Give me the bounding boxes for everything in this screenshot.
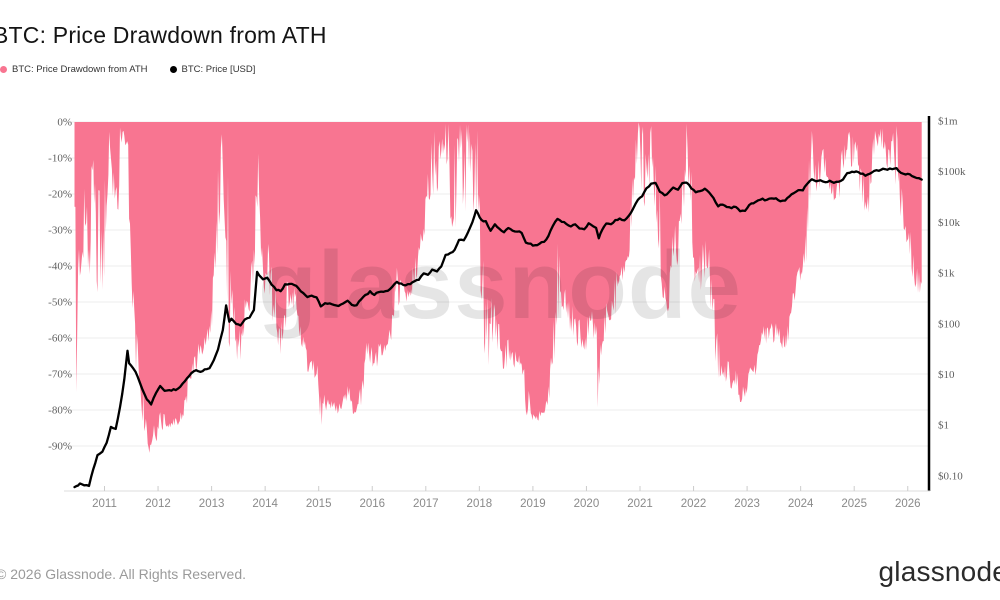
page-title: BTC: Price Drawdown from ATH [0,22,327,48]
x-axis-year-label: 2019 [520,498,546,510]
x-axis-year-label: 2012 [145,498,171,510]
x-axis-year-label: 2021 [627,498,653,510]
left-axis-tick-label: -80% [48,405,72,417]
drawdown-legend-dot-icon [0,66,7,73]
chart-legend: BTC: Price Drawdown from ATH BTC: Price … [0,64,255,75]
x-axis-year-label: 2022 [681,498,707,510]
x-axis-year-label: 2020 [574,498,600,510]
left-axis-tick-label: -20% [48,189,72,201]
right-axis-tick-label: $1k [938,268,955,280]
x-axis-year-label: 2017 [413,498,439,510]
x-axis-year-label: 2025 [841,498,867,510]
left-axis-tick-label: 0% [57,117,72,129]
left-axis-tick-label: -70% [48,369,72,381]
legend-label-price: BTC: Price [USD] [181,64,256,75]
x-axis-year-label: 2026 [895,498,921,510]
legend-label-drawdown: BTC: Price Drawdown from ATH [12,64,148,75]
left-axis-tick-label: -60% [48,333,72,345]
legend-item-drawdown[interactable]: BTC: Price Drawdown from ATH [0,64,148,75]
glassnode-logo: glassnode [878,556,1000,587]
left-axis-tick-label: -40% [48,261,72,273]
left-axis-tick-label: -90% [48,441,72,453]
price-line-series [73,166,923,489]
left-axis-tick-label: -10% [48,153,72,165]
right-axis-tick-label: $1m [938,116,958,128]
x-axis-year-label: 2024 [788,498,814,510]
left-axis-tick-label: -30% [48,225,72,237]
x-axis-year-label: 2014 [252,498,278,510]
price-legend-dot-icon [169,66,177,73]
legend-item-price[interactable]: BTC: Price [USD] [169,64,256,75]
right-axis-tick-label: $10 [938,369,955,381]
x-axis-year-label: 2023 [734,498,760,510]
right-axis-tick-label: $10k [938,217,961,229]
copyright-text: © 2026 Glassnode. All Rights Reserved. [0,566,247,582]
x-axis-year-label: 2018 [467,498,493,510]
drawdown-area-series [74,122,922,453]
x-axis-year-label: 2016 [359,498,385,510]
right-axis-tick-label: $0.10 [938,470,963,482]
x-axis-year-label: 2013 [199,498,225,510]
x-axis-year-label: 2015 [306,498,332,510]
right-axis-tick-label: $100k [938,166,966,178]
left-axis-tick-label: -50% [48,297,72,309]
right-axis-tick-label: $100 [938,318,961,330]
right-axis-tick-label: $1 [938,420,949,432]
x-axis-year-label: 2011 [92,498,117,510]
